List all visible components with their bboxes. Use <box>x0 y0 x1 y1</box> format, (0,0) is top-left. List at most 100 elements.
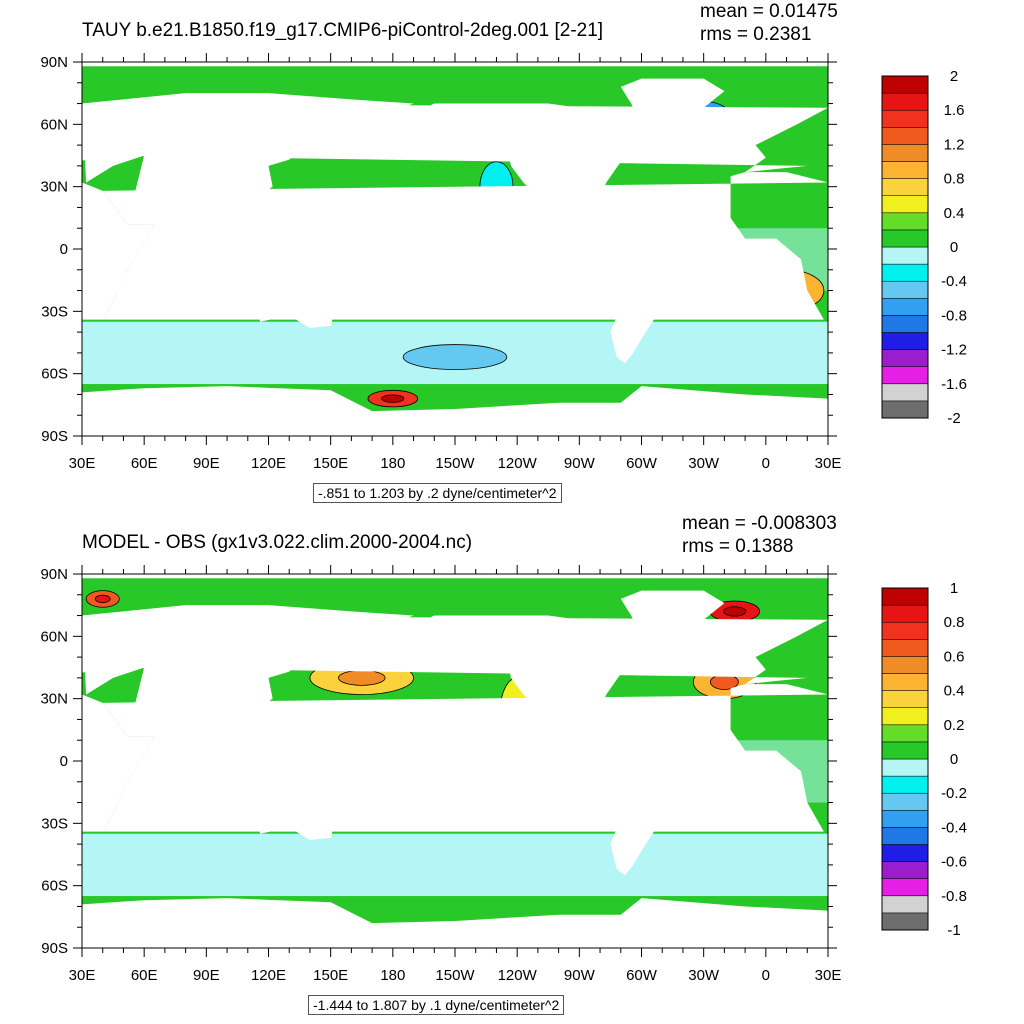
top-xtick-label: 30E <box>69 455 96 472</box>
bottom-xtick-label: 120E <box>251 967 286 984</box>
top-map-plot: 30E 60E 90E 120E 150E 180 150W 120W 90W 60W 30W 0 30… <box>40 53 967 472</box>
bottom-feature-core-4 <box>94 594 111 604</box>
top-colorbar-box <box>881 246 929 265</box>
top-colorbar-label: 2 <box>950 68 958 85</box>
bottom-xtick-label: 180 <box>380 967 405 984</box>
top-xtick-label: 30E <box>815 455 842 472</box>
bottom-land-5 <box>413 615 652 745</box>
top-colorbar-box <box>881 229 929 248</box>
top-ytick-label: 90S <box>41 428 68 445</box>
top-ytick-label: 60N <box>40 116 68 133</box>
top-ytick-label: 0 <box>60 241 68 258</box>
bottom-colorbar-box <box>881 673 929 691</box>
top-colorbar-box <box>881 298 929 316</box>
bottom-colorbar-label: 0.8 <box>944 614 965 631</box>
top-colorbar-box <box>881 332 929 350</box>
bottom-ytick-label: 60N <box>40 628 68 645</box>
top-xtick-label: 30W <box>688 455 720 472</box>
top-colorbar-box <box>881 315 929 333</box>
bottom-panel-title: MODEL - OBS (gx1v3.022.clim.2000-2004.nc… <box>82 532 473 553</box>
top-land-5 <box>413 103 652 233</box>
top-xtick-label: 180 <box>380 455 405 472</box>
bottom-xtick-label: 30E <box>69 967 96 984</box>
bottom-colorbar-label: -0.6 <box>941 854 967 871</box>
top-colorbar-label: 0.4 <box>944 205 965 222</box>
bottom-feature-core-0 <box>338 670 386 686</box>
bottom-mean-label: mean = -0.008303 <box>682 513 837 534</box>
top-colorbar-box <box>881 349 929 367</box>
bottom-ytick-label: 30N <box>40 691 68 708</box>
top-colorbar-box <box>881 144 929 162</box>
top-land-7 <box>620 78 725 125</box>
bottom-colorbar-label: 0.2 <box>944 717 965 734</box>
bottom-colorbar-box <box>881 741 929 760</box>
bottom-colorbar-label: 1 <box>950 580 958 597</box>
bottom-colorbar-box <box>881 861 929 879</box>
bottom-land-4 <box>256 781 337 840</box>
top-colorbar-label: -0.8 <box>941 307 967 324</box>
bottom-colorbar-box <box>881 604 929 623</box>
bottom-southern-band <box>82 833 828 897</box>
top-colorbar-label: -0.4 <box>941 273 967 290</box>
bottom-colorbar-box <box>881 621 929 640</box>
bottom-ytick-label: 60S <box>41 878 68 895</box>
top-colorbar-label: -1.2 <box>941 342 967 359</box>
bottom-xtick-label: 0 <box>762 967 770 984</box>
bottom-land-3 <box>160 702 203 745</box>
bottom-south-cap <box>82 927 828 948</box>
top-colorbar-label: 0.8 <box>944 171 965 188</box>
top-colorbar-box <box>881 178 929 196</box>
top-colorbar-box <box>881 263 929 282</box>
top-colorbar-box <box>881 127 929 145</box>
top-xtick-label: 90E <box>193 455 220 472</box>
bottom-ytick-label: 30S <box>41 815 68 832</box>
top-ytick-label: 30N <box>40 179 68 196</box>
bottom-colorbar-label: 0.4 <box>944 683 965 700</box>
top-feature-4 <box>402 344 508 370</box>
bottom-north-cap <box>82 574 828 579</box>
bottom-land-7 <box>620 590 725 637</box>
top-land-3 <box>160 190 203 233</box>
bottom-xtick-label: 60E <box>131 967 158 984</box>
top-colorbar-box <box>881 109 929 128</box>
bottom-xtick-label: 60W <box>626 967 658 984</box>
bottom-map-area <box>82 574 828 948</box>
top-rms-label: rms = 0.2381 <box>700 24 812 45</box>
bottom-xtick-label: 90E <box>193 967 220 984</box>
top-map-area <box>82 62 828 436</box>
bottom-xtick-label: 30W <box>688 967 720 984</box>
top-xtick-label: 120E <box>251 455 286 472</box>
top-colorbar-label: 0 <box>950 239 958 256</box>
top-xtick-label: 150E <box>313 455 348 472</box>
bottom-colorbar-label: 0.6 <box>944 648 965 665</box>
top-xtick-label: 90W <box>564 455 596 472</box>
bottom-land-6 <box>595 736 694 876</box>
top-colorbar-label: 1.2 <box>944 136 965 153</box>
top-colorbar-label: -1.6 <box>941 376 967 393</box>
top-xtick-label: 150W <box>435 455 475 472</box>
bottom-colorbar-box <box>881 827 929 845</box>
bottom-colorbar-frame <box>881 587 929 931</box>
top-south-cap <box>82 415 828 436</box>
top-feature-core-7 <box>381 394 405 403</box>
top-xtick-label: 120W <box>498 455 538 472</box>
bottom-colorbar-box <box>881 878 929 897</box>
top-xtick-label: 60E <box>131 455 158 472</box>
top-xtick-label: 60W <box>626 455 658 472</box>
top-colorbar-box <box>881 92 929 111</box>
bottom-colorbar-box <box>881 707 929 726</box>
bottom-colorbar-box <box>881 844 929 862</box>
top-colorbar-frame <box>881 75 929 419</box>
top-colorbar-box <box>881 383 929 402</box>
top-colorbar-box <box>881 195 929 214</box>
top-panel-title: TAUY b.e21.B1850.f19_g17.CMIP6-piControl… <box>82 20 604 41</box>
bottom-xtick-label: 150W <box>435 967 475 984</box>
bottom-colorbar-box <box>881 656 929 674</box>
top-colorbar-label: -2 <box>947 410 960 427</box>
bottom-colorbar-box <box>881 775 929 794</box>
bottom-panel-stats: mean = -0.008303 rms = 0.1388 <box>682 512 837 558</box>
bottom-colorbar-label: -0.4 <box>941 819 967 836</box>
bottom-colorbar-box <box>881 810 929 828</box>
top-colorbar-box <box>881 366 929 385</box>
bottom-colorbar-label: -0.2 <box>941 785 967 802</box>
